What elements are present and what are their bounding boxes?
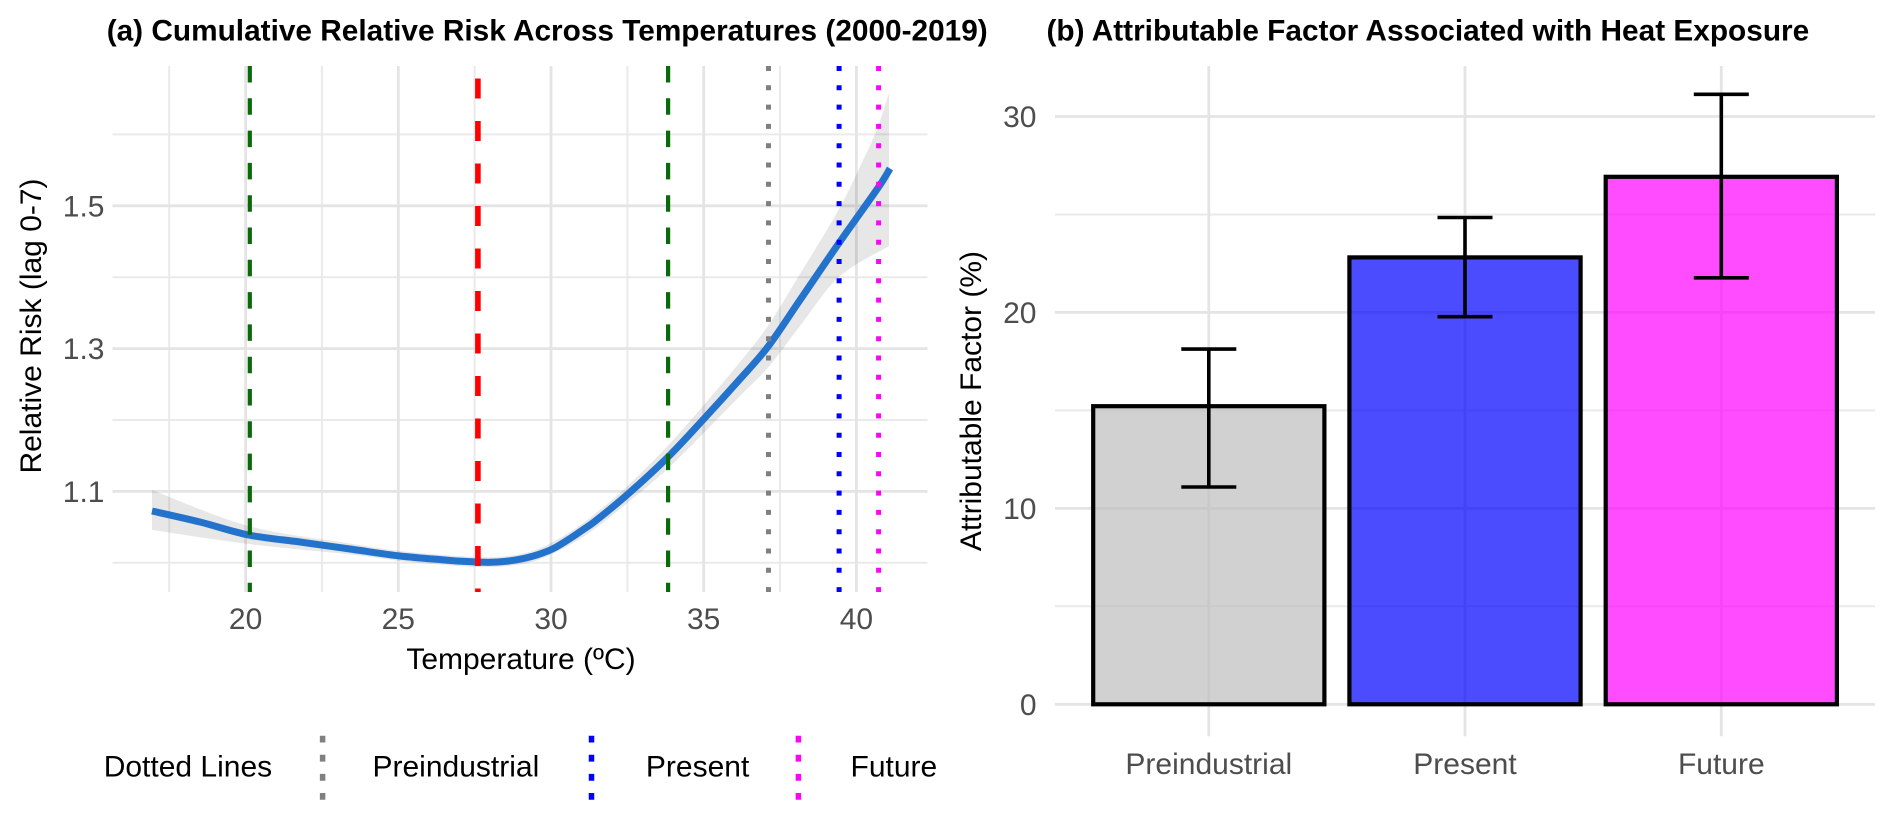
svg-text:Attributable Factor (%): Attributable Factor (%) <box>955 251 988 551</box>
svg-text:0: 0 <box>1020 689 1037 722</box>
svg-text:(b) Attributable Factor Associ: (b) Attributable Factor Associated with … <box>1047 14 1810 47</box>
svg-text:20: 20 <box>1003 297 1036 330</box>
svg-text:Future: Future <box>1678 748 1765 781</box>
svg-text:1.3: 1.3 <box>63 333 105 366</box>
svg-text:35: 35 <box>687 603 720 636</box>
svg-text:30: 30 <box>1003 101 1036 134</box>
svg-text:Preindustrial: Preindustrial <box>1125 748 1292 781</box>
svg-text:(a) Cumulative Relative Risk A: (a) Cumulative Relative Risk Across Temp… <box>107 14 988 47</box>
svg-text:Future: Future <box>851 751 938 784</box>
svg-text:Present: Present <box>646 751 750 784</box>
svg-text:30: 30 <box>534 603 567 636</box>
svg-text:Relative Risk (lag 0-7): Relative Risk (lag 0-7) <box>15 178 48 473</box>
svg-text:Preindustrial: Preindustrial <box>373 751 540 784</box>
svg-text:Dotted Lines: Dotted Lines <box>104 751 272 784</box>
svg-text:40: 40 <box>840 603 873 636</box>
svg-text:1.1: 1.1 <box>63 476 105 509</box>
svg-text:25: 25 <box>382 603 415 636</box>
svg-text:Present: Present <box>1413 748 1517 781</box>
svg-text:10: 10 <box>1003 493 1036 526</box>
svg-text:Temperature (ºC): Temperature (ºC) <box>406 643 635 676</box>
svg-text:1.5: 1.5 <box>63 190 105 223</box>
svg-text:20: 20 <box>229 603 262 636</box>
